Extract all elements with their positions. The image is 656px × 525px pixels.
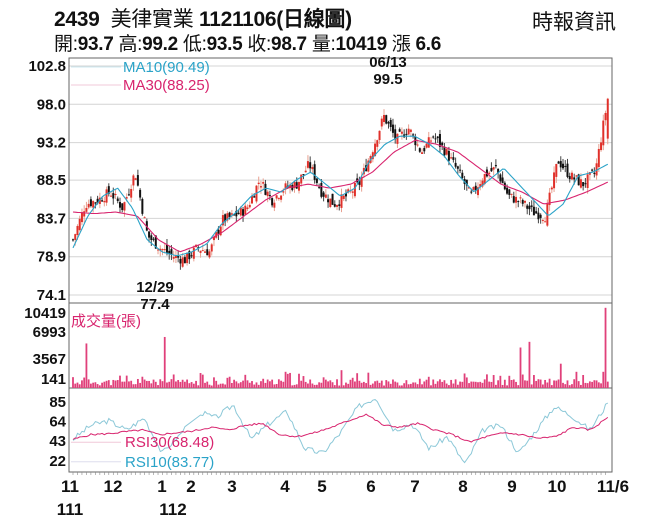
- volume-axis-label: 141: [41, 371, 66, 388]
- volume-axis-label: 10419: [24, 305, 66, 322]
- high-date-annotation: 06/13: [369, 54, 407, 71]
- ohlc-value: 10419: [335, 34, 392, 55]
- rsi-axis-label: 43: [49, 433, 66, 450]
- ohlc-value: 99.2: [142, 34, 183, 55]
- ohlc-label: 量:: [311, 34, 336, 55]
- legend-rsi10: RSI10(83.77): [125, 454, 214, 471]
- ohlc-label: 低:: [182, 34, 207, 55]
- year-label: 111: [57, 500, 84, 519]
- panel-frame: [68, 302, 613, 389]
- ohlc-summary: 開:93.7 高:99.2 低:93.5 收:98.7 量:10419 漲 6.…: [54, 29, 441, 56]
- rsi30-line: [72, 413, 609, 443]
- rsi-axis-label: 22: [49, 453, 66, 470]
- volume-bars: [72, 307, 609, 388]
- month-label: 7: [410, 477, 419, 496]
- month-label: 4: [280, 477, 290, 496]
- price-axis-label: 98.0: [37, 96, 66, 113]
- price-axis-label: 78.9: [37, 249, 66, 266]
- month-label: 9: [507, 477, 516, 496]
- ohlc-label: 漲: [391, 34, 411, 55]
- legend-ma30: MA30(88.25): [123, 77, 210, 94]
- ohlc-value: 93.5: [206, 34, 248, 55]
- legend-rsi30: RSI30(68.48): [125, 434, 214, 451]
- month-label: 6: [366, 477, 375, 496]
- ohlc-value: 93.7: [77, 34, 119, 55]
- year-label: 112: [159, 500, 186, 519]
- ma30-line: [72, 139, 609, 253]
- ohlc-value: 98.7: [271, 34, 312, 55]
- source-label: 時報資訊: [532, 11, 616, 34]
- month-label: 10: [548, 477, 567, 496]
- month-label: 8: [458, 477, 467, 496]
- price-axis-label: 88.5: [37, 172, 66, 189]
- volume-title: 成交量(張): [71, 312, 141, 330]
- ma10-line: [72, 135, 609, 257]
- rsi-axis-label: 85: [49, 394, 66, 411]
- low-value-annotation: 77.4: [140, 296, 170, 313]
- stock-name: 美律實業: [110, 8, 194, 31]
- price-axis-label: 83.7: [37, 210, 66, 227]
- legend-ma10: MA10(90.49): [123, 59, 210, 76]
- month-label: 12: [104, 477, 123, 496]
- ohlc-value: 6.6: [410, 34, 442, 55]
- ohlc-label: 收:: [247, 34, 272, 55]
- stock-code: 2439: [54, 8, 100, 31]
- chart-date: 1121106(日線圖): [198, 8, 352, 31]
- price-axis-label: 74.1: [37, 287, 66, 304]
- volume-axis-label: 6993: [33, 324, 66, 341]
- month-label: 1: [157, 477, 166, 496]
- price-axis-label: 102.8: [28, 58, 66, 75]
- month-label: 11: [61, 477, 79, 496]
- month-label: 3: [227, 477, 236, 496]
- price-axis-label: 93.2: [37, 135, 66, 152]
- low-date-annotation: 12/29: [136, 279, 174, 296]
- chart-title: 2439 美律實業 1121106(日線圖): [54, 3, 352, 33]
- rsi-axis-label: 64: [49, 414, 66, 431]
- month-label: 5: [317, 477, 326, 496]
- ohlc-label: 高:: [118, 34, 143, 55]
- panel-frame: [68, 387, 613, 473]
- ohlc-label: 開:: [54, 34, 78, 55]
- high-value-annotation: 99.5: [373, 71, 402, 88]
- month-label: 11/6: [597, 477, 629, 496]
- volume-axis-label: 3567: [33, 351, 66, 368]
- month-label: 2: [186, 477, 195, 496]
